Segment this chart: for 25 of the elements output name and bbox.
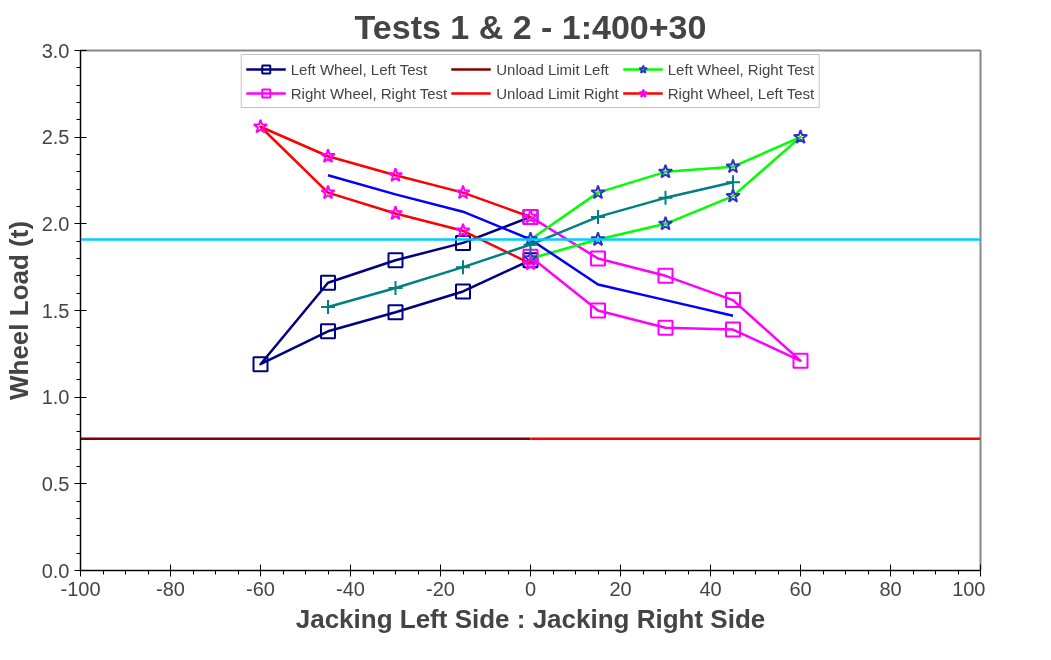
legend-label: Unload Limit Left: [496, 60, 609, 78]
x-tick-label: 80: [879, 577, 902, 600]
y-tick-label: 1.5: [41, 299, 70, 322]
legend-label: Right Wheel, Right Test: [290, 84, 448, 102]
legend-label: Unload Limit Right: [496, 84, 619, 102]
x-tick-label: -60: [246, 577, 275, 600]
x-axis-title: Jacking Left Side : Jacking Right Side: [295, 603, 766, 634]
x-tick-label: -80: [156, 577, 185, 600]
y-tick-label: 0.5: [41, 472, 70, 495]
x-tick-label: -20: [426, 577, 455, 600]
legend-label: Left Wheel, Left Test: [290, 60, 428, 78]
x-tick-label: 40: [699, 577, 722, 600]
chart-title: Tests 1 & 2 - 1:400+30: [354, 7, 707, 46]
legend-label: Right Wheel, Left Test: [667, 84, 815, 102]
y-tick-label: 2.5: [41, 126, 70, 149]
x-tick-label: 100: [952, 577, 986, 600]
legend-label: Left Wheel, Right Test: [667, 60, 815, 78]
y-axis-title: Wheel Load (t): [3, 220, 34, 401]
y-tick-label: 3.0: [41, 39, 70, 62]
y-tick-label: 2.0: [41, 212, 70, 235]
x-tick-label: 20: [609, 577, 632, 600]
x-tick-label: -40: [336, 577, 365, 600]
y-tick-label: 1.0: [41, 386, 70, 409]
x-tick-label: 0: [524, 577, 537, 600]
x-tick-label: 60: [789, 577, 812, 600]
